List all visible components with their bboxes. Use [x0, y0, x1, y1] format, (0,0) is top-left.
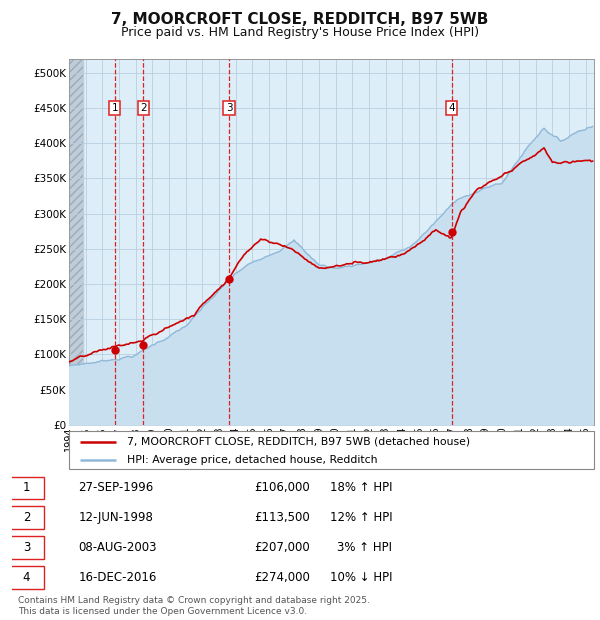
Text: £274,000: £274,000	[254, 571, 310, 583]
FancyBboxPatch shape	[10, 566, 44, 588]
Text: £106,000: £106,000	[254, 482, 310, 494]
Text: 4: 4	[448, 103, 455, 113]
Text: 12% ↑ HPI: 12% ↑ HPI	[329, 512, 392, 524]
FancyBboxPatch shape	[10, 507, 44, 529]
Text: 3: 3	[226, 103, 232, 113]
Text: 2: 2	[140, 103, 146, 113]
Text: 27-SEP-1996: 27-SEP-1996	[78, 482, 154, 494]
Text: 1: 1	[112, 103, 118, 113]
Text: 4: 4	[23, 571, 30, 583]
FancyBboxPatch shape	[10, 477, 44, 499]
Text: Price paid vs. HM Land Registry's House Price Index (HPI): Price paid vs. HM Land Registry's House …	[121, 26, 479, 39]
FancyBboxPatch shape	[69, 431, 594, 469]
Bar	[69, 59, 83, 425]
Text: 16-DEC-2016: 16-DEC-2016	[78, 571, 157, 583]
Text: 18% ↑ HPI: 18% ↑ HPI	[329, 482, 392, 494]
Text: Contains HM Land Registry data © Crown copyright and database right 2025.
This d: Contains HM Land Registry data © Crown c…	[18, 596, 370, 616]
Text: £113,500: £113,500	[254, 512, 310, 524]
Text: 1: 1	[23, 482, 30, 494]
Text: 7, MOORCROFT CLOSE, REDDITCH, B97 5WB (detached house): 7, MOORCROFT CLOSE, REDDITCH, B97 5WB (d…	[127, 436, 470, 446]
Bar	[69, 59, 83, 425]
Text: HPI: Average price, detached house, Redditch: HPI: Average price, detached house, Redd…	[127, 454, 377, 465]
FancyBboxPatch shape	[10, 536, 44, 559]
Text: 08-AUG-2003: 08-AUG-2003	[78, 541, 157, 554]
Text: 3% ↑ HPI: 3% ↑ HPI	[337, 541, 392, 554]
Text: 2: 2	[23, 512, 30, 524]
Text: 12-JUN-1998: 12-JUN-1998	[78, 512, 153, 524]
Text: 10% ↓ HPI: 10% ↓ HPI	[329, 571, 392, 583]
Text: 3: 3	[23, 541, 30, 554]
Text: 7, MOORCROFT CLOSE, REDDITCH, B97 5WB: 7, MOORCROFT CLOSE, REDDITCH, B97 5WB	[112, 12, 488, 27]
Text: £207,000: £207,000	[254, 541, 310, 554]
